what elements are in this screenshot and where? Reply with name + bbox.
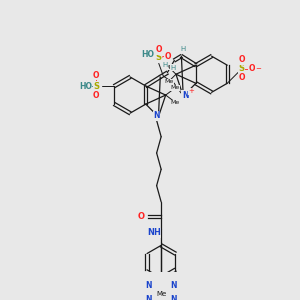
Text: S: S — [156, 53, 162, 62]
Text: Me: Me — [170, 85, 179, 90]
Text: HO: HO — [141, 50, 154, 59]
Text: O: O — [138, 212, 145, 221]
Text: H: H — [170, 64, 175, 70]
Text: O: O — [165, 52, 171, 61]
Text: N: N — [153, 111, 160, 120]
Text: O: O — [93, 91, 100, 100]
Text: NH: NH — [147, 228, 161, 237]
Text: HO: HO — [79, 82, 92, 91]
Text: S: S — [239, 64, 245, 73]
Text: N: N — [182, 91, 188, 100]
Text: N: N — [170, 281, 177, 290]
Text: Me: Me — [156, 291, 166, 297]
Text: H: H — [181, 46, 186, 52]
Text: N: N — [170, 295, 177, 300]
Text: O: O — [93, 71, 100, 80]
Text: H: H — [163, 62, 168, 68]
Text: S: S — [93, 82, 99, 91]
Text: O: O — [238, 74, 245, 82]
Text: N: N — [146, 295, 152, 300]
Text: O: O — [248, 64, 255, 73]
Text: O: O — [238, 55, 245, 64]
Text: Me: Me — [164, 79, 173, 84]
Text: +: + — [188, 88, 194, 94]
Text: O: O — [155, 45, 162, 54]
Text: N: N — [146, 281, 152, 290]
Text: −: − — [255, 66, 261, 72]
Text: Me: Me — [170, 100, 179, 105]
Text: Me: Me — [164, 64, 173, 70]
